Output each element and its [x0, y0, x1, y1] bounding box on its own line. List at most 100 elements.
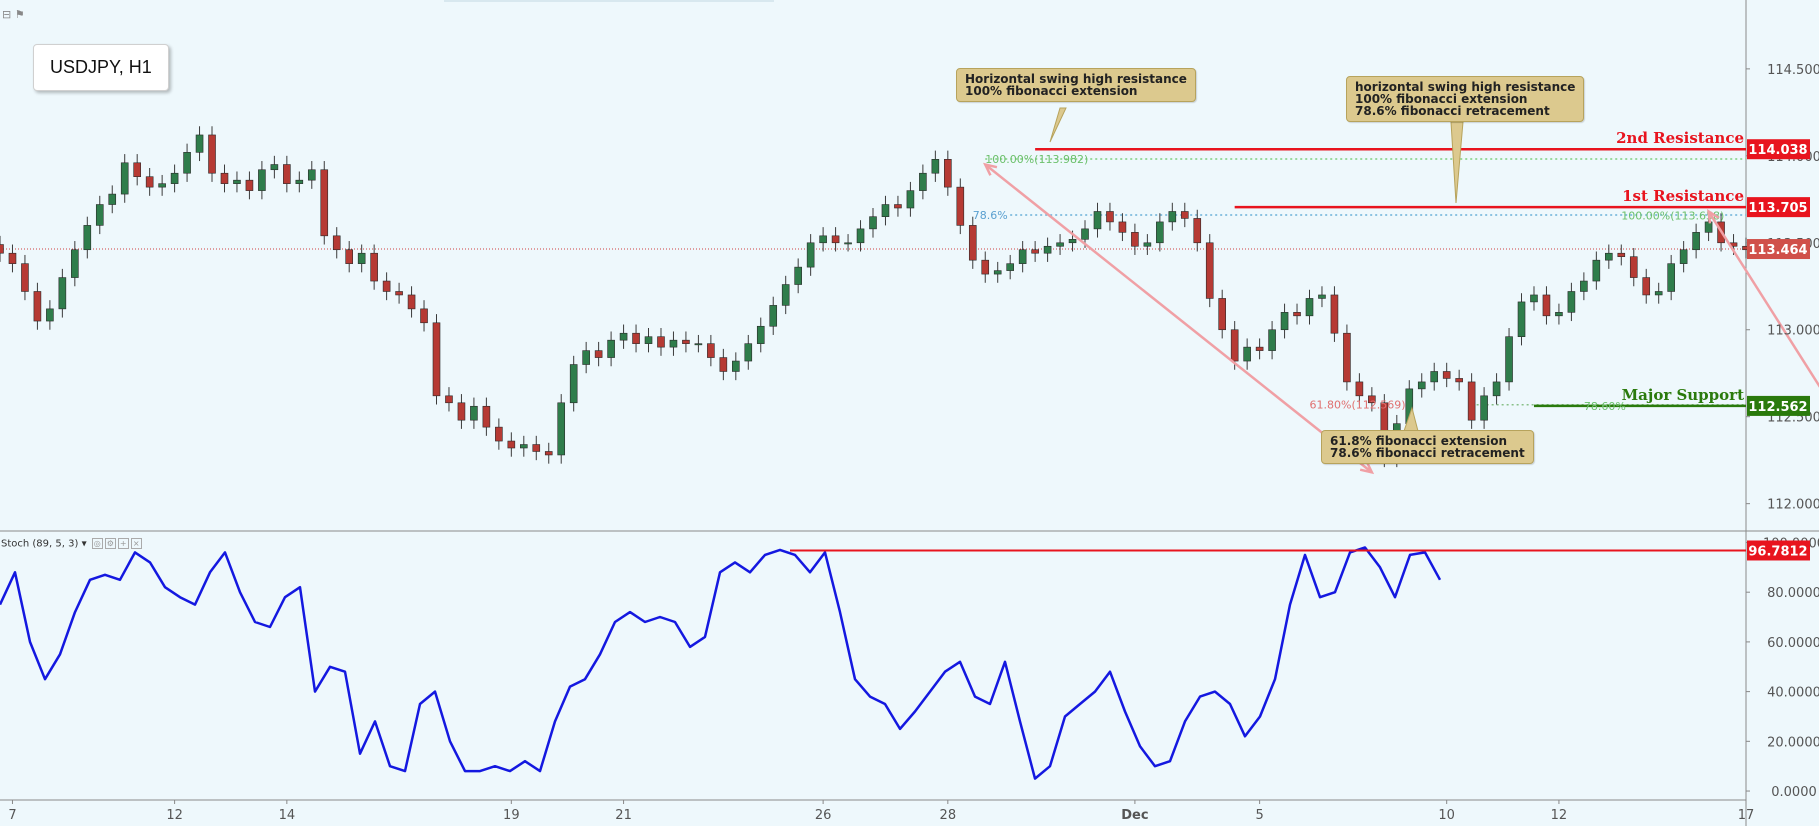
candle: [1006, 263, 1014, 271]
candle: [557, 402, 566, 456]
stoch-level-badge: 96.7812: [1748, 544, 1807, 559]
candle: [1305, 298, 1314, 317]
add-icon[interactable]: +: [117, 538, 129, 549]
candle: [1629, 256, 1638, 278]
candle: [1156, 221, 1164, 244]
candle: [1081, 228, 1089, 240]
time-tick-label: 28: [940, 808, 957, 823]
candle: [420, 308, 428, 324]
candle: [1654, 291, 1663, 296]
settings-icon[interactable]: ⚙: [104, 538, 116, 549]
candle: [158, 183, 166, 188]
time-tick-label: Dec: [1121, 808, 1148, 823]
fib-label: 78.6%: [973, 209, 1008, 222]
candle: [0, 244, 4, 254]
candle: [1193, 218, 1202, 244]
fib-label: 100.00%(113.982): [985, 153, 1088, 166]
candle: [657, 336, 665, 348]
candle: [582, 350, 590, 365]
candle: [382, 280, 391, 292]
candle: [507, 440, 516, 449]
current-price-badge: 113.464: [1748, 243, 1807, 258]
time-tick-label: 14: [279, 808, 296, 823]
candle: [1455, 378, 1463, 383]
candle: [208, 134, 216, 174]
candle: [1056, 242, 1064, 247]
candle: [1118, 221, 1127, 233]
support-badge: 112.562: [1748, 400, 1807, 415]
arrow-head: [1707, 209, 1720, 224]
current-price-badge-bg: [1747, 239, 1810, 260]
candle: [1442, 371, 1451, 379]
candle: [831, 235, 840, 244]
time-tick-label: 5: [1255, 808, 1263, 823]
candle: [1567, 291, 1576, 313]
candle: [869, 216, 877, 230]
candle: [432, 322, 441, 397]
candle: [170, 172, 179, 184]
candle: [1542, 294, 1551, 317]
time-tick-label: 7: [8, 808, 16, 823]
stoch-level-badge-bg: [1747, 540, 1810, 561]
top-scroll-bar[interactable]: [444, 0, 774, 2]
candle: [1293, 312, 1301, 317]
candle: [470, 405, 478, 421]
candle: [544, 451, 553, 456]
resistance-1-badge-bg: [1747, 197, 1810, 218]
candle: [1517, 301, 1526, 337]
candle: [1679, 249, 1688, 264]
fib-label: 100.00%(113.658): [1621, 209, 1724, 222]
candle: [1318, 294, 1326, 299]
price-tick-label: 114.500: [1767, 63, 1819, 78]
candle: [307, 169, 316, 181]
candle: [607, 339, 615, 358]
dropdown-icon[interactable]: ▾: [81, 538, 87, 550]
candle: [482, 405, 491, 428]
candle: [1368, 395, 1376, 404]
candle: [894, 204, 902, 209]
candle: [1268, 329, 1276, 351]
time-tick-label: 10: [1438, 808, 1455, 823]
minimize-icon[interactable]: ⊟: [2, 8, 12, 21]
candle: [993, 270, 1002, 275]
candle: [133, 162, 141, 177]
arrow-head: [1359, 460, 1375, 475]
fib-arrow: [984, 163, 1373, 474]
candle: [495, 426, 503, 442]
candle: [457, 402, 466, 421]
top-toolbar[interactable]: ⊟ ⚑: [2, 8, 25, 21]
arrow-head: [982, 162, 998, 176]
candle: [1667, 263, 1675, 292]
candle: [345, 249, 354, 264]
flag-icon[interactable]: ⚑: [14, 8, 25, 21]
candle: [744, 343, 753, 362]
candle: [295, 179, 304, 184]
candle: [1180, 211, 1189, 219]
symbol-label: USDJPY, H1: [33, 44, 169, 91]
stoch-tick-label: 40.0000: [1767, 686, 1819, 701]
candle: [1018, 249, 1027, 264]
candle: [245, 179, 254, 191]
eye-icon[interactable]: ◎: [91, 538, 103, 549]
stoch-header: Stoch (89, 5, 3) ▾ ◎ ⚙ + ×: [1, 538, 142, 550]
support-label: Major Support: [1622, 386, 1745, 404]
candle: [644, 336, 653, 344]
candle: [1230, 329, 1239, 362]
candle: [968, 225, 977, 261]
candle: [1343, 332, 1351, 383]
candle: [881, 204, 890, 217]
candle: [445, 395, 453, 404]
time-tick-label: 26: [815, 808, 832, 823]
callout-pointer: [1450, 121, 1464, 204]
candle: [332, 235, 341, 251]
candle: [195, 134, 204, 153]
candle: [258, 169, 266, 191]
annotation-callout-3: 61.8% fibonacci extension 78.6% fibonacc…: [1321, 430, 1534, 464]
candle: [1417, 381, 1426, 390]
candle: [1043, 245, 1052, 254]
candle: [682, 339, 690, 344]
close-icon[interactable]: ×: [130, 538, 142, 549]
candle: [233, 179, 241, 184]
candle: [71, 249, 79, 278]
